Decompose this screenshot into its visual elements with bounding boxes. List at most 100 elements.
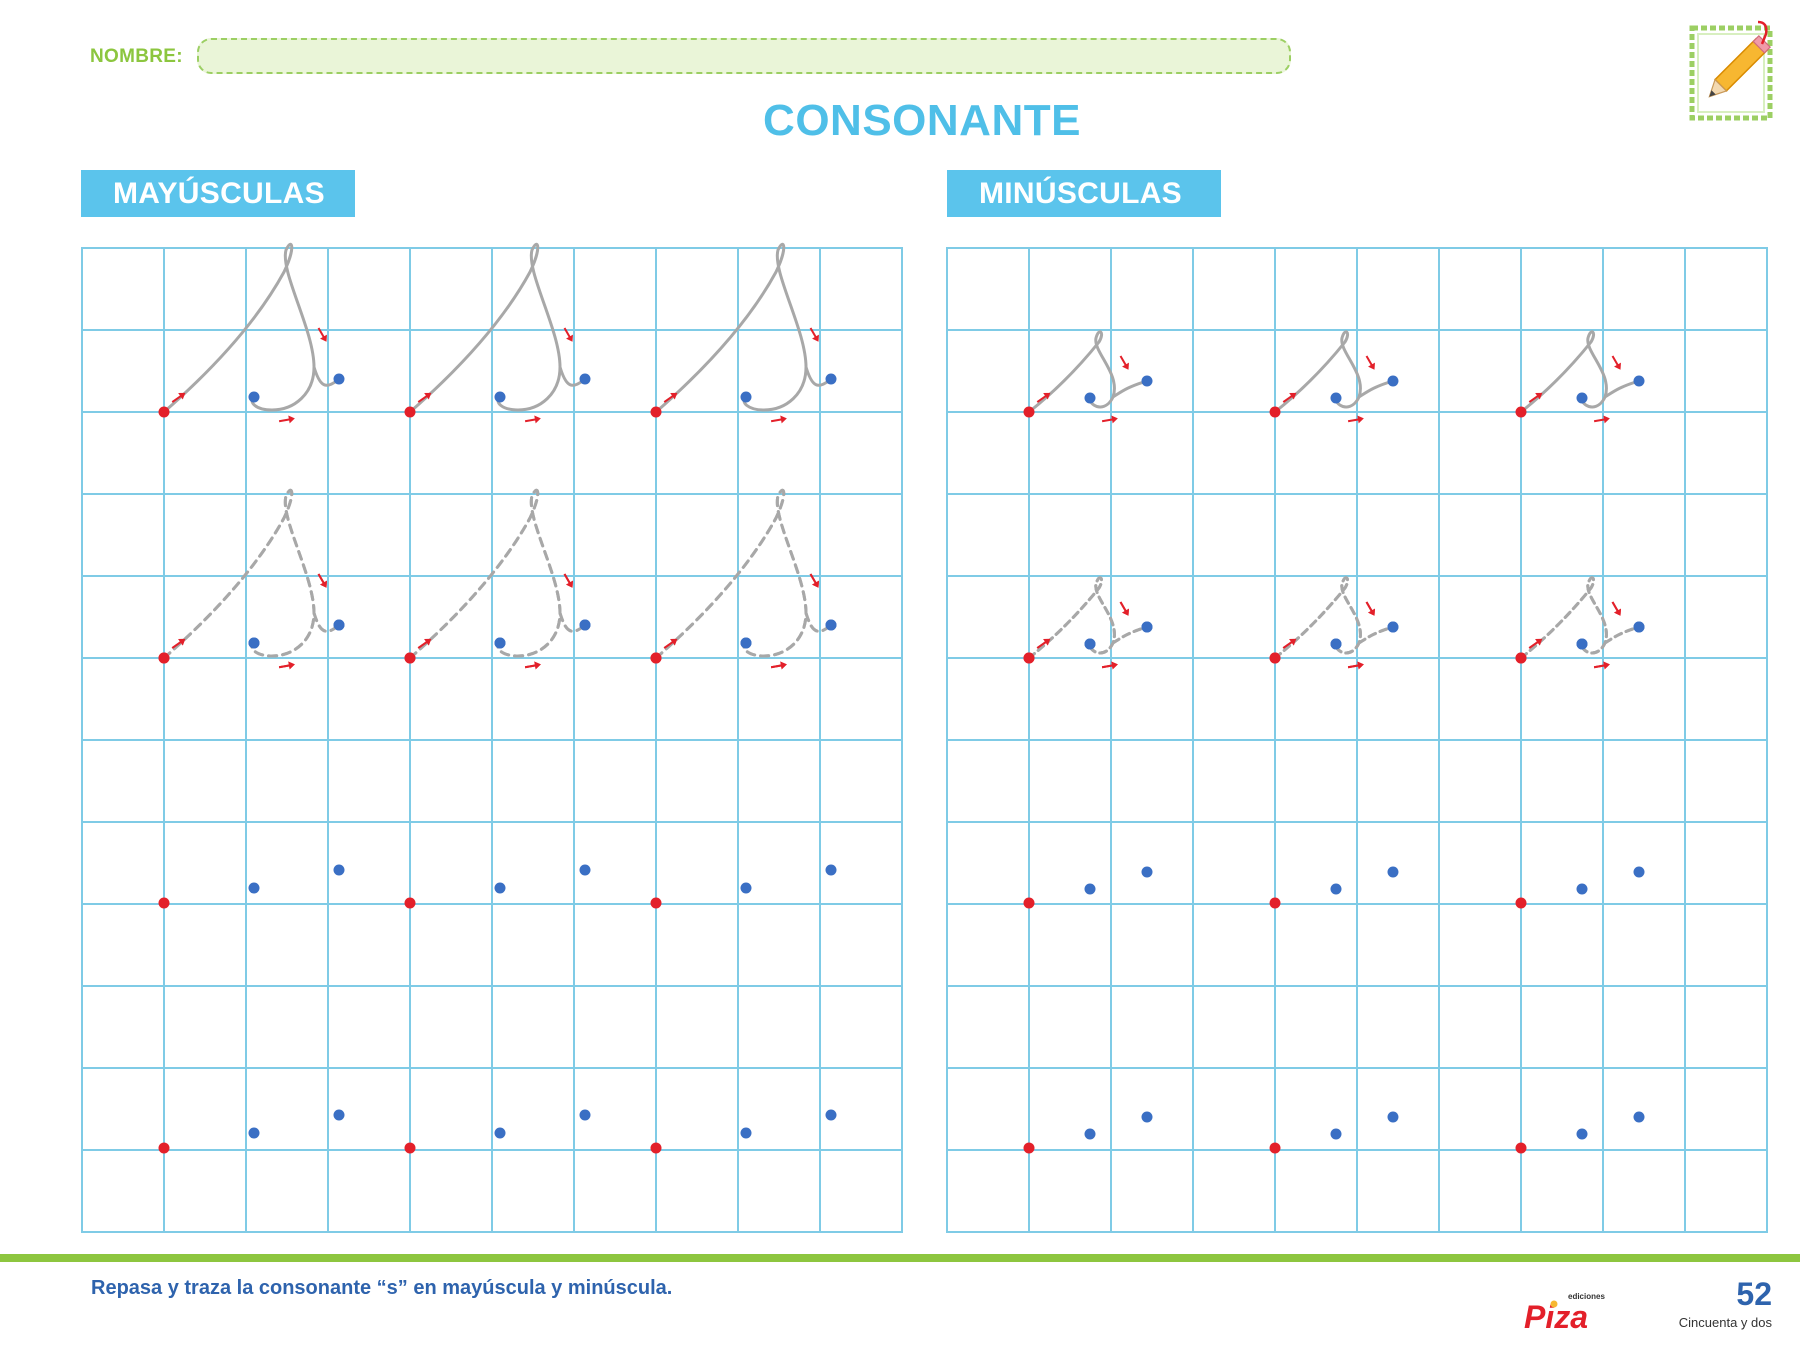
guide-dot	[1633, 375, 1645, 387]
guide-dot	[579, 619, 591, 631]
start-dot	[650, 897, 662, 909]
guide-dot	[1330, 638, 1342, 650]
start-dot	[650, 406, 662, 418]
direction-arrow-icon	[1101, 661, 1118, 670]
guide-dot	[579, 373, 591, 385]
uppercase-s-trace	[654, 242, 833, 414]
start-dot	[650, 1142, 662, 1154]
direction-arrow-icon	[1611, 355, 1621, 370]
guide-dot	[248, 637, 260, 649]
start-arrow-icon	[1282, 392, 1297, 403]
direction-arrow-icon	[770, 415, 787, 424]
guide-dot	[825, 1109, 837, 1121]
guide-dot	[1141, 375, 1153, 387]
start-dot	[404, 406, 416, 418]
guide-dot	[1633, 866, 1645, 878]
direction-arrow-icon	[563, 573, 573, 588]
guide-dot	[1330, 883, 1342, 895]
start-dot	[1023, 897, 1035, 909]
guide-dot	[1084, 392, 1096, 404]
start-dot	[1515, 652, 1527, 664]
guide-dot	[1141, 866, 1153, 878]
direction-arrow-icon	[1365, 355, 1375, 370]
guide-dot	[1330, 392, 1342, 404]
guide-dot	[740, 637, 752, 649]
direction-arrow-icon	[1593, 415, 1610, 424]
guide-dot	[1084, 638, 1096, 650]
lowercase-s-trace	[1273, 576, 1395, 660]
direction-arrow-icon	[809, 573, 819, 588]
lowercase-section-label: MINÚSCULAS	[947, 170, 1221, 217]
publisher-small-text: ediciones	[1568, 1292, 1605, 1301]
guide-dot	[1387, 1111, 1399, 1123]
start-arrow-icon	[663, 638, 678, 649]
direction-arrow-icon	[278, 415, 295, 424]
start-arrow-icon	[1528, 392, 1543, 403]
uppercase-s-trace	[162, 242, 341, 414]
guide-dot	[1141, 621, 1153, 633]
guide-dot	[248, 882, 260, 894]
start-dot	[158, 652, 170, 664]
start-dot	[158, 897, 170, 909]
start-dot	[1269, 1142, 1281, 1154]
uppercase-s-trace	[408, 488, 587, 660]
start-arrow-icon	[663, 392, 678, 403]
footer-divider	[0, 1254, 1800, 1262]
lowercase-s-trace	[1027, 576, 1149, 660]
guide-dot	[333, 864, 345, 876]
start-dot	[404, 652, 416, 664]
start-arrow-icon	[1036, 392, 1051, 403]
start-arrow-icon	[1036, 638, 1051, 649]
guide-dot	[1330, 1128, 1342, 1140]
uppercase-section-label: MAYÚSCULAS	[81, 170, 355, 217]
start-dot	[1023, 652, 1035, 664]
page-number-words: Cincuenta y dos	[1678, 1315, 1772, 1330]
direction-arrow-icon	[1119, 601, 1129, 616]
page-title: CONSONANTE	[763, 96, 1081, 145]
direction-arrow-icon	[1347, 661, 1364, 670]
page-number: 52	[1736, 1276, 1772, 1312]
guide-dot	[494, 882, 506, 894]
lowercase-s-trace	[1519, 576, 1641, 660]
start-arrow-icon	[1282, 638, 1297, 649]
guide-dot	[248, 391, 260, 403]
start-dot	[1269, 406, 1281, 418]
guide-dot	[1141, 1111, 1153, 1123]
start-arrow-icon	[1528, 638, 1543, 649]
start-dot	[1515, 897, 1527, 909]
publisher-logo: ediciones Piza	[1522, 1290, 1612, 1335]
start-dot	[1269, 897, 1281, 909]
guide-dot	[333, 619, 345, 631]
guide-dot	[1387, 375, 1399, 387]
name-input[interactable]	[197, 38, 1291, 74]
guide-dot	[740, 882, 752, 894]
guide-dot	[579, 1109, 591, 1121]
guide-dot	[825, 864, 837, 876]
name-label: NOMBRE:	[90, 46, 183, 67]
guide-dot	[494, 637, 506, 649]
guide-dot	[740, 391, 752, 403]
direction-arrow-icon	[563, 327, 573, 342]
guide-dot	[825, 373, 837, 385]
direction-arrow-icon	[1365, 601, 1375, 616]
guide-dot	[1633, 1111, 1645, 1123]
direction-arrow-icon	[770, 661, 787, 670]
guide-dot	[1576, 883, 1588, 895]
direction-arrow-icon	[1101, 415, 1118, 424]
direction-arrow-icon	[1611, 601, 1621, 616]
direction-arrow-icon	[1593, 661, 1610, 670]
direction-arrow-icon	[278, 661, 295, 670]
start-arrow-icon	[171, 392, 186, 403]
direction-arrow-icon	[809, 327, 819, 342]
start-dot	[158, 1142, 170, 1154]
guide-dot	[1084, 883, 1096, 895]
pencil-icon	[1688, 18, 1778, 123]
direction-arrow-icon	[317, 573, 327, 588]
direction-arrow-icon	[524, 661, 541, 670]
guide-dot	[248, 1127, 260, 1139]
guide-dot	[1084, 1128, 1096, 1140]
direction-arrow-icon	[524, 415, 541, 424]
start-arrow-icon	[417, 638, 432, 649]
guide-dot	[333, 1109, 345, 1121]
